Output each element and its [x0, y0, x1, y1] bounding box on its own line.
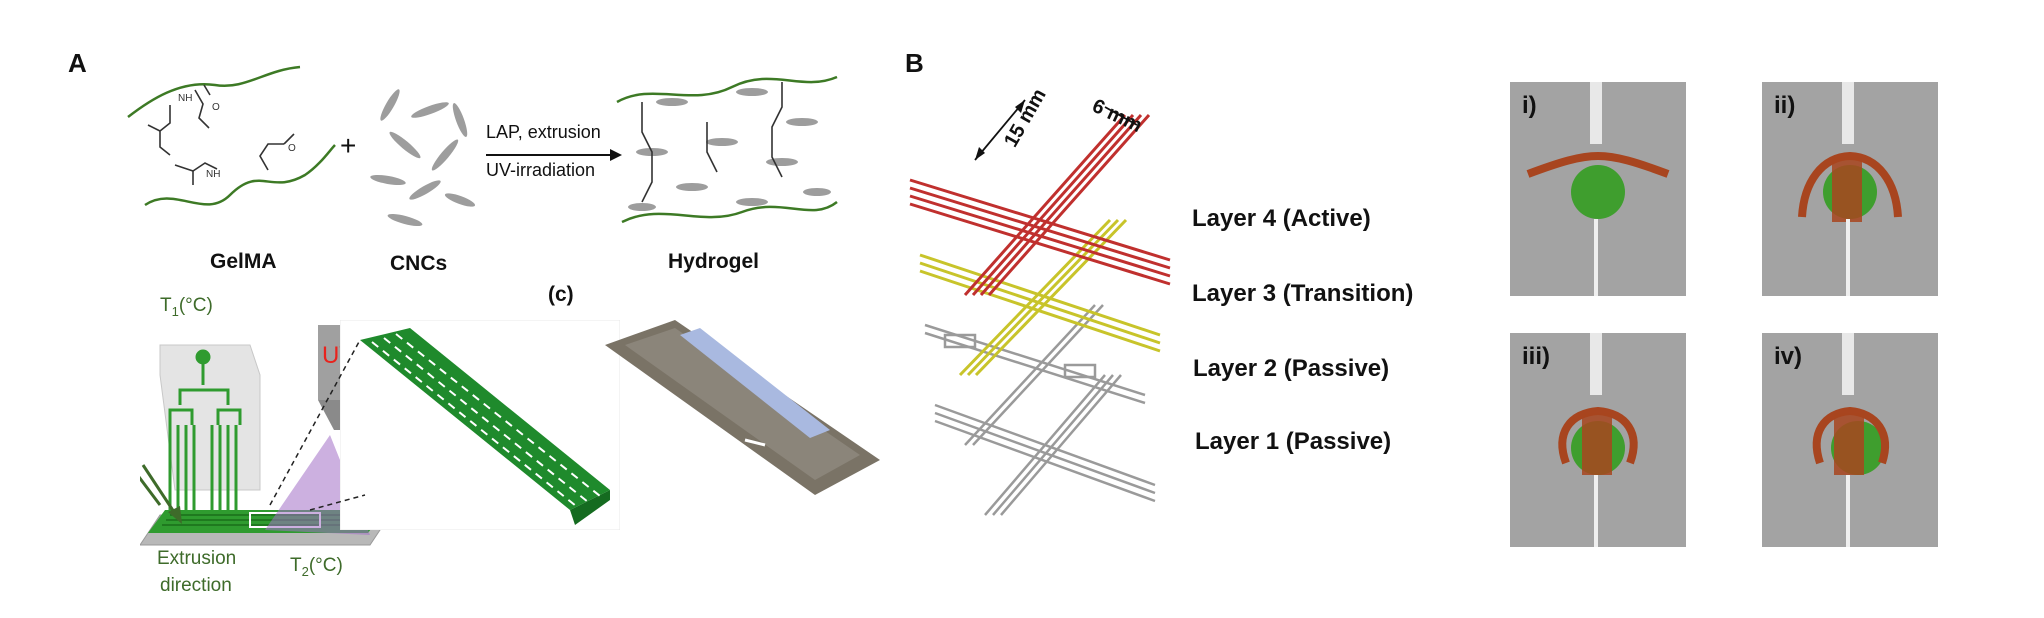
hydrogel-label: Hydrogel [668, 250, 760, 273]
t1-label: T1(°C) [160, 295, 213, 319]
gripper-photo-i: i) [1510, 82, 1686, 296]
svg-text:O: O [288, 143, 296, 154]
cnc-rods [370, 89, 476, 227]
panel-b-letter: B [905, 48, 924, 78]
layer-2-label: Layer 2 (Passive) [1193, 355, 1390, 382]
svg-text:NH: NH [178, 93, 192, 104]
t2-label: T2(°C) [290, 555, 343, 579]
zoom-connector-lines [269, 339, 366, 511]
panel-a-letter: A [68, 48, 87, 78]
reaction-condition-1: LAP, extrusion [486, 122, 601, 142]
extrusion-label-line1: Extrusion [157, 548, 237, 569]
plus-sign: + [340, 130, 357, 161]
reaction-condition-2: UV-irradiation [486, 160, 596, 180]
photo-label-ii: ii) [1774, 92, 1796, 119]
gelma-label: GelMA [210, 250, 277, 273]
photo-label-iii: iii) [1522, 343, 1550, 370]
layer-4-label: Layer 4 (Active) [1192, 205, 1371, 232]
photo-label-iv: iv) [1774, 343, 1803, 370]
photo-label-i: i) [1522, 92, 1537, 119]
gripper-photo-iv: iv) [1762, 333, 1938, 547]
layer-3-label: Layer 3 (Transition) [1192, 280, 1414, 307]
aligned-cnc-zoom [340, 320, 620, 530]
layer-1-label: Layer 1 (Passive) [1195, 428, 1392, 455]
extrusion-direction-arrow [141, 464, 182, 524]
svg-text:NH: NH [206, 169, 220, 180]
subpanel-c-label: (c) [548, 283, 574, 306]
hydrogel-schematic [616, 75, 838, 224]
layered-actuator-schematic [909, 99, 1171, 516]
gripper-photo-iii: iii) [1510, 333, 1686, 547]
reaction-arrow [486, 149, 622, 161]
svg-text:O: O [212, 102, 220, 113]
hydrogel-film-photo [605, 320, 880, 495]
extrusion-label-line2: direction [160, 575, 232, 596]
gripper-photo-ii: ii) [1762, 82, 1938, 296]
gelma-schematic: NH O NH O [127, 65, 336, 207]
cnc-label: CNCs [390, 252, 448, 275]
